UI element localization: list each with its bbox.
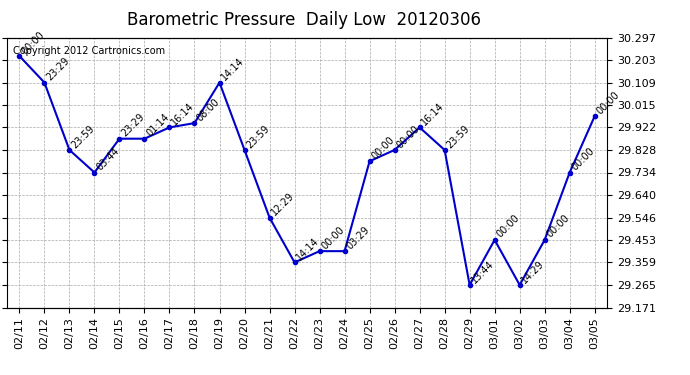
Text: 14:14: 14:14 [219, 56, 246, 82]
Text: 08:00: 08:00 [195, 96, 221, 123]
Text: 00:00: 00:00 [495, 213, 522, 240]
Text: 03:44: 03:44 [95, 146, 121, 172]
Text: Copyright 2012 Cartronics.com: Copyright 2012 Cartronics.com [13, 46, 165, 56]
Text: 00:00: 00:00 [319, 225, 346, 251]
Text: 13:44: 13:44 [470, 258, 496, 285]
Text: 23:59: 23:59 [70, 123, 97, 150]
Text: 00:00: 00:00 [570, 146, 596, 172]
Text: 23:59: 23:59 [444, 123, 471, 150]
Text: 00:00: 00:00 [595, 90, 622, 116]
Text: 23:29: 23:29 [119, 112, 146, 139]
Text: 03:29: 03:29 [344, 224, 371, 251]
Text: 01:14: 01:14 [144, 112, 171, 139]
Text: 00:00: 00:00 [19, 29, 46, 56]
Text: 12:29: 12:29 [270, 191, 297, 217]
Text: 00:00: 00:00 [395, 123, 422, 150]
Text: Barometric Pressure  Daily Low  20120306: Barometric Pressure Daily Low 20120306 [126, 11, 481, 29]
Text: 23:59: 23:59 [244, 123, 271, 150]
Text: 14:29: 14:29 [520, 258, 546, 285]
Text: 14:14: 14:14 [295, 236, 322, 262]
Text: 16:14: 16:14 [420, 101, 446, 128]
Text: 16:14: 16:14 [170, 101, 196, 128]
Text: 00:00: 00:00 [370, 135, 396, 161]
Text: 23:29: 23:29 [44, 56, 71, 82]
Text: 00:00: 00:00 [544, 213, 571, 240]
